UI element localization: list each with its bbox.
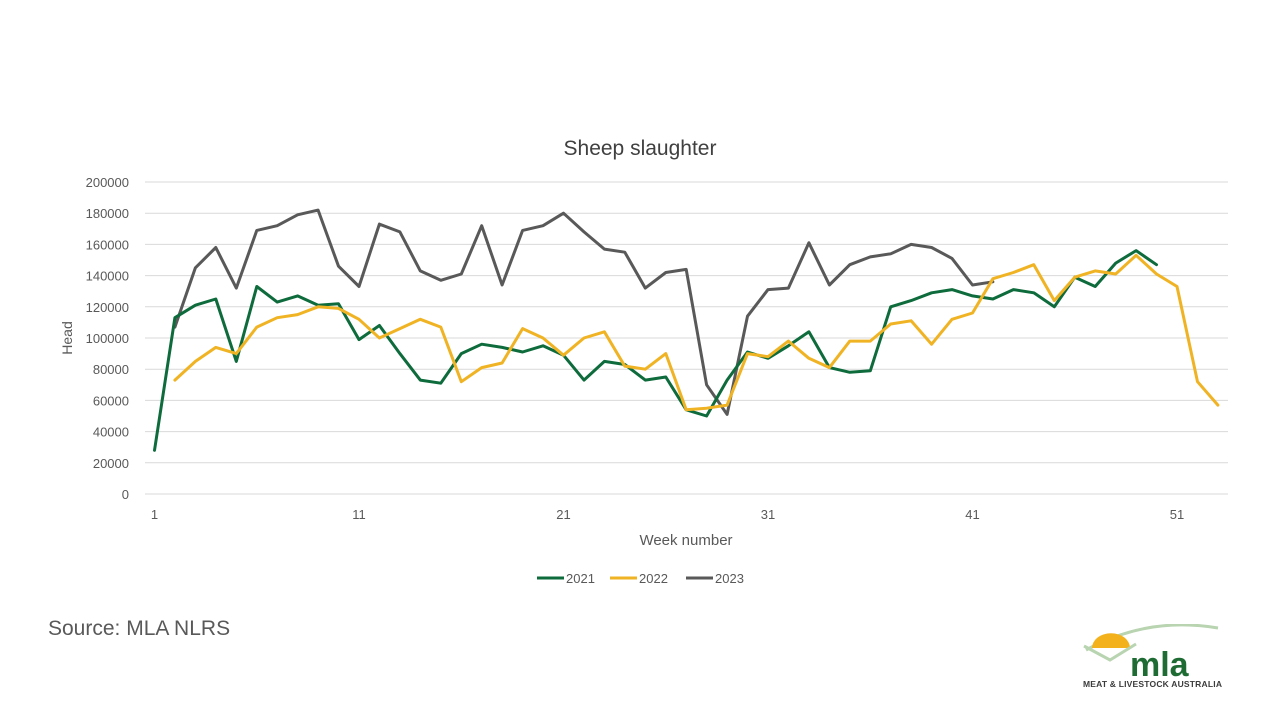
x-axis-ticks: 1 11 21 31 41 51: [151, 507, 1184, 522]
y-tick-label: 180000: [86, 206, 129, 221]
y-tick-label: 20000: [93, 456, 129, 471]
y-tick-label: 140000: [86, 269, 129, 284]
y-tick-label: 0: [122, 487, 129, 502]
mla-logo: mla: [1083, 624, 1219, 684]
legend-label: 2022: [639, 571, 668, 586]
y-tick-label: 160000: [86, 237, 129, 252]
y-tick-label: 80000: [93, 362, 129, 377]
legend-label: 2021: [566, 571, 595, 586]
y-tick-label: 100000: [86, 331, 129, 346]
legend-item-2021: 2021: [537, 571, 595, 586]
x-tick-label: 11: [352, 507, 366, 522]
y-tick-label: 40000: [93, 425, 129, 440]
series-line-2022: [173, 253, 1220, 412]
chart-title: Sheep slaughter: [563, 137, 717, 160]
source-note: Source: MLA NLRS: [48, 617, 231, 640]
logo-tagline: MEAT & LIVESTOCK AUSTRALIA: [1083, 679, 1223, 689]
legend: 2021 2022 2023: [537, 571, 744, 586]
series-line-2021: [153, 249, 1158, 452]
legend-item-2022: 2022: [610, 571, 668, 586]
series-line-2023: [173, 208, 995, 416]
logo-wordmark: mla: [1130, 646, 1190, 684]
legend-label: 2023: [715, 571, 744, 586]
y-tick-label: 200000: [86, 175, 129, 190]
x-tick-label: 31: [761, 507, 775, 522]
y-tick-label: 120000: [86, 300, 129, 315]
legend-item-2023: 2023: [686, 571, 744, 586]
x-axis-label: Week number: [639, 532, 732, 549]
x-tick-label: 21: [556, 507, 570, 522]
x-tick-label: 51: [1170, 507, 1184, 522]
y-axis-label: Head: [59, 321, 75, 354]
x-tick-label: 1: [151, 507, 158, 522]
x-tick-label: 41: [965, 507, 979, 522]
gridlines: [145, 181, 1228, 464]
series-lines: [153, 208, 1220, 452]
y-axis-ticks: 0 20000 40000 60000 80000 100000 120000 140000 1…: [86, 175, 129, 502]
y-tick-label: 60000: [93, 393, 129, 408]
